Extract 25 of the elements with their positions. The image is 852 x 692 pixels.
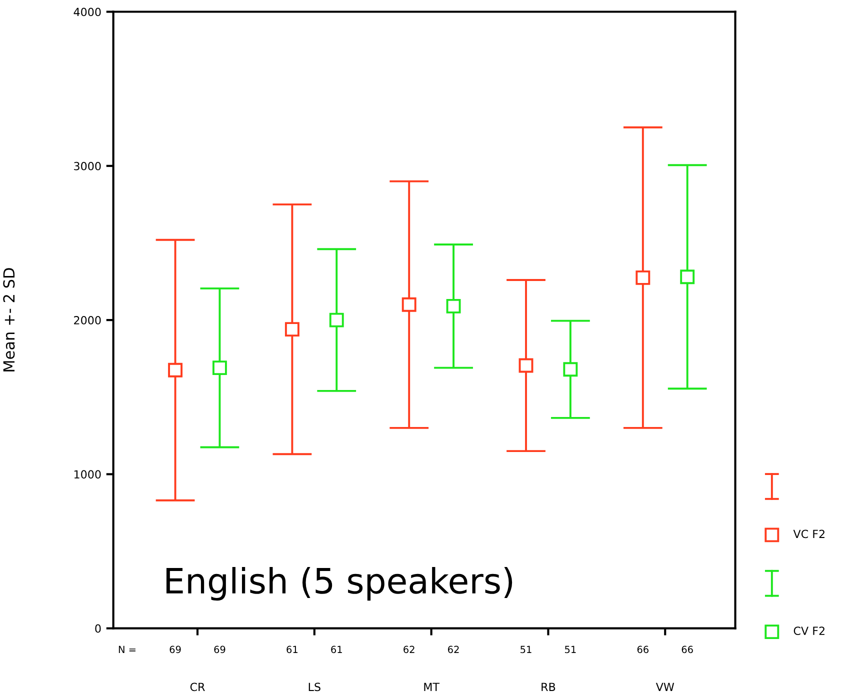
text: 69 bbox=[214, 646, 226, 654]
text: 62 bbox=[448, 646, 459, 654]
y-tick-label: 1000 bbox=[74, 470, 101, 479]
y-tick-label: 4000 bbox=[74, 8, 101, 16]
x-tick-label: RB bbox=[542, 682, 556, 691]
y-axis-title: Mean +- 2 SD bbox=[3, 268, 15, 372]
x-tick-label: MT bbox=[424, 682, 440, 691]
y-tick-label: 0 bbox=[95, 624, 101, 633]
x-tick-label: CR bbox=[190, 682, 205, 692]
text: 66 bbox=[682, 646, 693, 654]
x-tick-label: VW bbox=[656, 682, 674, 691]
y-tick-label: 2000 bbox=[74, 316, 101, 324]
text: 61 bbox=[286, 646, 298, 654]
text: 69 bbox=[170, 646, 181, 654]
text: 61 bbox=[331, 646, 342, 654]
y-tick-label: 3000 bbox=[74, 162, 101, 170]
text: 51 bbox=[565, 646, 576, 654]
x-tick-label: LS bbox=[308, 682, 320, 692]
text: 62 bbox=[404, 646, 414, 654]
legend-label: CV F2 bbox=[794, 626, 824, 636]
annotation: English (5 speakers) bbox=[166, 566, 512, 601]
text: N = bbox=[118, 646, 136, 653]
text: 51 bbox=[520, 646, 532, 654]
text: 66 bbox=[637, 646, 648, 654]
legend-label: VC F2 bbox=[793, 530, 824, 538]
